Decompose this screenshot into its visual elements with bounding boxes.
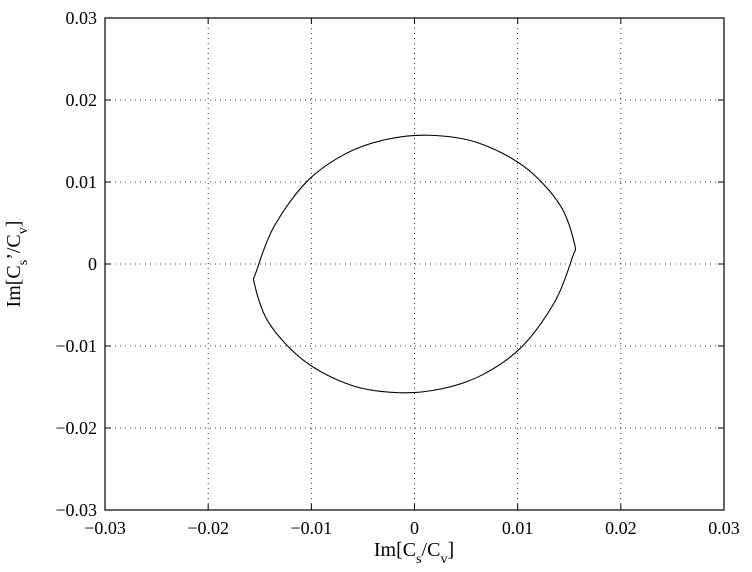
x-tick-label: 0.01	[502, 518, 534, 538]
plot-series	[252, 134, 577, 394]
x-tick-label: 0.02	[605, 518, 637, 538]
y-tick-label: 0.03	[66, 8, 98, 28]
y-tick-label: 0.02	[66, 90, 98, 110]
y-tick-label: −0.02	[55, 418, 97, 438]
x-axis-label: Im[Cs/Cv]	[374, 539, 454, 567]
y-tick-label: 0	[88, 254, 97, 274]
x-tick-label: −0.01	[291, 518, 333, 538]
x-tick-label: 0.03	[708, 518, 740, 538]
grid	[105, 18, 724, 510]
x-tick-labels: −0.03 −0.02 −0.01 0 0.01 0.02 0.03	[84, 518, 740, 538]
x-tick-label: 0	[410, 518, 419, 538]
y-axis-label: Im[Cs’/Cv]	[3, 221, 31, 308]
tick-marks	[104, 17, 725, 511]
y-tick-label: 0.01	[66, 172, 98, 192]
x-tick-label: −0.03	[84, 518, 126, 538]
series-line	[252, 134, 577, 394]
y-tick-labels: −0.03 −0.02 −0.01 0 0.01 0.02 0.03	[55, 8, 97, 520]
y-tick-label: −0.01	[55, 336, 97, 356]
y-tick-label: −0.03	[55, 500, 97, 520]
x-tick-label: −0.02	[187, 518, 229, 538]
